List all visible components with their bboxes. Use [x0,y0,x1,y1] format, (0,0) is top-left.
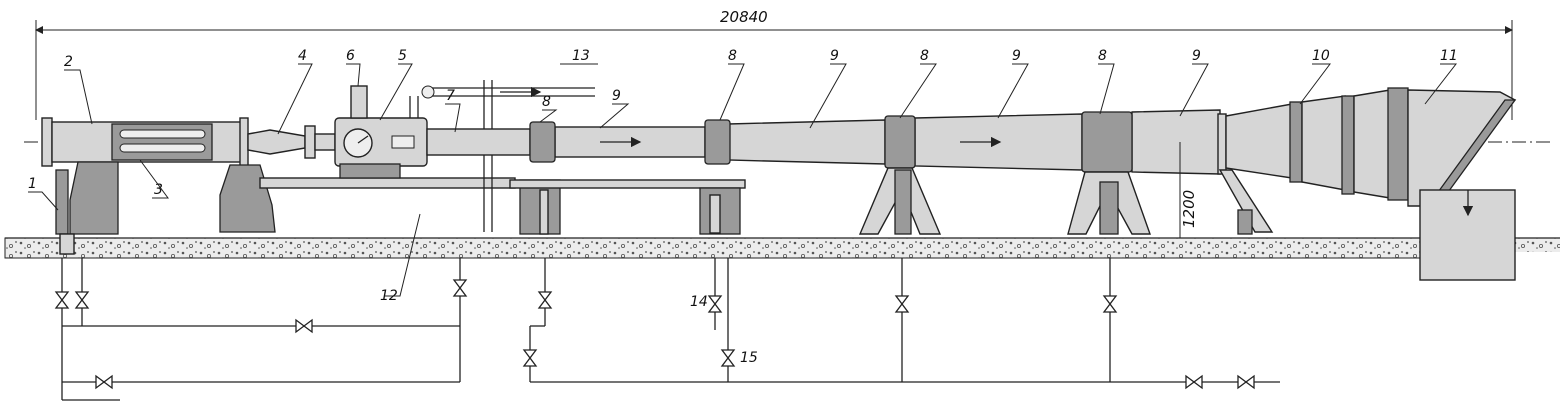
inlet-assembly [41,117,249,255]
label-12: 12 [380,288,398,304]
height-dimension: 1200 [1179,142,1198,238]
label-5: 5 [398,48,407,64]
nozzle-and-pump [219,85,516,233]
height-value: 1200 [1180,190,1198,228]
diffuser-and-outlet [1217,87,1517,281]
label-11: 11 [1440,48,1458,64]
label-14: 14 [690,294,708,310]
label-8-1: 8 [542,94,551,110]
label-9-4: 9 [1192,48,1201,64]
label-6: 6 [346,48,355,64]
overall-length-value: 20840 [720,8,768,26]
bypass-line [409,80,595,232]
label-8-4: 8 [1098,48,1107,64]
ground [4,237,1560,259]
label-13: 13 [572,48,590,64]
label-8-3: 8 [920,48,929,64]
label-9-1: 9 [612,88,621,104]
label-9-2: 9 [830,48,839,64]
leader-lines [28,63,1458,297]
label-2: 2 [64,54,73,70]
main-pipe [426,109,1221,175]
label-9-3: 9 [1012,48,1021,64]
support-8-3 [858,115,942,235]
label-10: 10 [1312,48,1330,64]
label-1: 1 [28,176,37,192]
support-8-2 [704,119,731,234]
valves [54,279,1255,390]
overall-dimension: 20840 [35,8,1513,120]
support-8-4 [1067,111,1151,235]
callouts: 1 2 3 4 6 5 7 13 8 9 8 9 8 9 8 9 10 11 1… [28,48,1458,366]
underground-piping [61,258,1280,401]
label-7: 7 [446,88,455,104]
label-3: 3 [154,182,163,198]
label-15: 15 [740,350,758,366]
label-4: 4 [298,48,307,64]
label-8-2: 8 [728,48,737,64]
